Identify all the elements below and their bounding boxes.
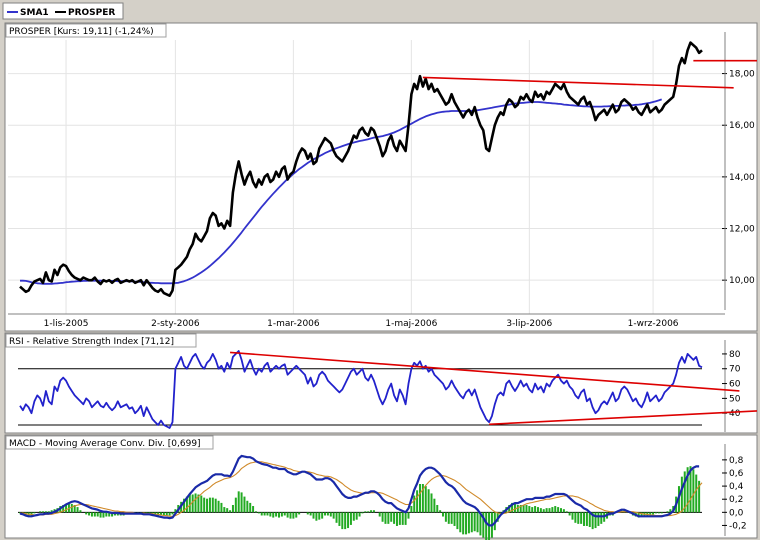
rsi-title: RSI - Relative Strength Index [71,12] [9, 337, 174, 347]
trendlines [230, 59, 758, 426]
rsi-y-tick-label: 50 [729, 394, 741, 404]
rsi-y-tick-label: 40 [729, 409, 741, 419]
prosper-price-line [19, 41, 703, 298]
price-y-tick-label: 14,00 [729, 173, 755, 183]
rsi-y-tick-label: 70 [729, 365, 741, 375]
rsi-y-tick-label: 80 [729, 350, 741, 360]
legend-sma-label: SMA1 [20, 8, 49, 18]
macd-title: MACD - Moving Average Conv. Div. [0,699] [9, 439, 201, 449]
price-y-tick-label: 12,00 [729, 225, 755, 235]
x-tick-label: 1-maj-2006 [385, 319, 437, 329]
macd-y-tick-label: 0,0 [729, 508, 744, 518]
x-tick-label: 1-mar-2006 [267, 319, 320, 329]
macd-line [19, 454, 700, 527]
macd-y-tick-label: 0,8 [729, 456, 744, 466]
price-resistance-trendline [422, 76, 734, 89]
macd-y-tick-label: 0,2 [729, 495, 743, 505]
x-tick-label: 2-sty-2006 [151, 319, 200, 329]
rsi-y-tick-label: 60 [729, 380, 741, 390]
price-y-tick-label: 10,00 [729, 276, 755, 286]
rsi-rising-trendline [489, 410, 758, 426]
legend-prosper-label: PROSPER [68, 8, 115, 18]
rsi-line [19, 350, 703, 429]
macd-title-box [5, 435, 214, 450]
x-tick-label: 3-lip-2006 [506, 319, 552, 329]
x-tick-label: 1-lis-2005 [44, 319, 89, 329]
rsi-title-box [5, 333, 197, 348]
legend-bar [0, 0, 760, 22]
price-title: PROSPER [Kurs: 19,11] (-1,24%) [9, 27, 154, 37]
macd-panel [4, 434, 758, 539]
price-title-box [5, 23, 167, 38]
macd-y-tick-label: -0,2 [729, 521, 747, 531]
x-tick-label: 1-wrz-2006 [628, 319, 679, 329]
price-y-tick-label: 16,00 [729, 121, 755, 131]
price-y-tick-label: 18,00 [729, 70, 755, 80]
rsi-falling-trendline [230, 351, 740, 392]
macd-y-tick-label: 0,4 [729, 482, 744, 492]
series-lines [19, 41, 703, 527]
macd-y-tick-label: 0,6 [729, 469, 744, 479]
